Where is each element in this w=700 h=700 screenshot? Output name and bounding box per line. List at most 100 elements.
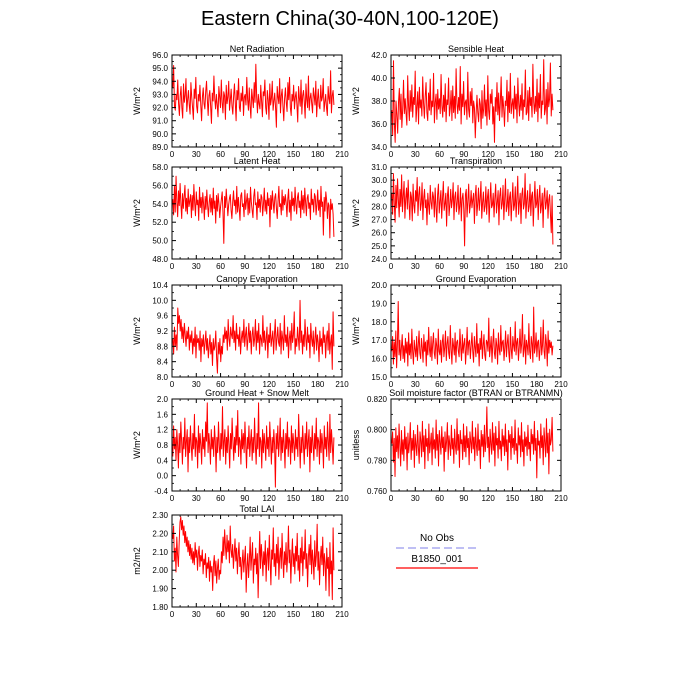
legend-label-no-obs: No Obs	[420, 533, 454, 544]
y-axis-label: W/m^2	[132, 199, 142, 227]
y-tick-label: 52.0	[152, 218, 168, 227]
y-tick-label: 17.0	[371, 336, 387, 345]
y-tick-label: 94.0	[152, 77, 168, 86]
x-tick-label: 0	[170, 262, 175, 271]
y-tick-label: 0.800	[367, 426, 388, 435]
x-tick-label: 210	[554, 380, 568, 389]
page-title: Eastern China(30-40N,100-120E)	[201, 8, 499, 30]
x-tick-label: 0	[389, 494, 394, 503]
y-tick-label: 92.0	[152, 104, 168, 113]
series-line	[391, 59, 554, 143]
x-tick-label: 180	[530, 150, 544, 159]
x-tick-label: 180	[311, 150, 325, 159]
x-tick-label: 150	[506, 380, 520, 389]
panel-4: Canopy Evaporation W/m^2 0 30 60 90 120 150 180 2…	[132, 274, 349, 389]
x-tick-label: 210	[335, 610, 349, 619]
x-tick-label: 150	[506, 150, 520, 159]
x-tick-label: 90	[240, 262, 249, 271]
y-tick-label: 18.0	[371, 318, 387, 327]
panel-6: Ground Heat + Snow Melt W/m^2 0 30 60 90 120 15…	[132, 388, 349, 503]
x-tick-label: 30	[192, 150, 201, 159]
y-axis-label: W/m^2	[351, 199, 361, 227]
y-tick-label: 15.0	[371, 373, 387, 382]
y-tick-label: 2.10	[152, 548, 168, 557]
y-tick-label: 0.8	[157, 441, 169, 450]
x-tick-label: 90	[459, 380, 468, 389]
x-tick-label: 210	[554, 262, 568, 271]
y-tick-label: 20.0	[371, 281, 387, 290]
x-tick-label: 150	[287, 380, 301, 389]
series-line	[172, 63, 335, 128]
x-tick-label: 0	[389, 380, 394, 389]
legend-label-b1850: B1850_001	[411, 554, 463, 565]
x-tick-label: 210	[335, 494, 349, 503]
y-tick-label: 8.0	[157, 373, 169, 382]
plot-frame	[390, 284, 562, 378]
plot-frame	[390, 166, 562, 260]
x-tick-label: 210	[335, 150, 349, 159]
y-tick-label: 19.0	[371, 299, 387, 308]
x-tick-label: 90	[459, 262, 468, 271]
y-tick-label: 25.0	[371, 242, 387, 251]
x-tick-label: 90	[240, 610, 249, 619]
panel-title: Latent Heat	[234, 156, 281, 166]
x-tick-label: 0	[170, 494, 175, 503]
panel-5: Ground Evaporation W/m^2 0 30 60 90 120 150 180 2…	[351, 274, 568, 389]
x-tick-label: 60	[216, 494, 225, 503]
x-tick-label: 150	[506, 494, 520, 503]
x-tick-label: 60	[216, 150, 225, 159]
x-tick-label: 30	[411, 380, 420, 389]
y-tick-label: 95.0	[152, 64, 168, 73]
x-tick-label: 60	[435, 494, 444, 503]
x-tick-label: 120	[262, 610, 276, 619]
x-tick-label: 180	[530, 494, 544, 503]
x-tick-label: 120	[481, 150, 495, 159]
y-tick-label: 30.0	[371, 176, 387, 185]
y-tick-label: 8.8	[157, 342, 169, 351]
y-tick-label: 24.0	[371, 255, 387, 264]
y-tick-label: 0.820	[367, 395, 388, 404]
x-tick-label: 210	[335, 262, 349, 271]
y-tick-label: 2.00	[152, 566, 168, 575]
y-tick-label: 2.20	[152, 529, 168, 538]
y-tick-label: 0.780	[367, 456, 388, 465]
y-tick-label: 16.0	[371, 355, 387, 364]
y-tick-label: 34.0	[371, 143, 387, 152]
x-tick-label: 210	[335, 380, 349, 389]
x-tick-label: 180	[311, 494, 325, 503]
x-tick-label: 60	[216, 262, 225, 271]
x-tick-label: 150	[287, 150, 301, 159]
y-tick-label: 93.0	[152, 90, 168, 99]
x-tick-label: 60	[216, 380, 225, 389]
x-tick-label: 60	[435, 262, 444, 271]
y-tick-label: 26.0	[371, 229, 387, 238]
x-tick-label: 0	[389, 150, 394, 159]
y-axis-label: W/m^2	[351, 87, 361, 115]
y-tick-label: 96.0	[152, 51, 168, 60]
y-axis-label: W/m^2	[132, 87, 142, 115]
x-tick-label: 0	[170, 380, 175, 389]
panel-8: Total LAI m2/m2 0 30 60 90 120 150 180 210 1.80 1.9…	[132, 504, 349, 619]
y-tick-label: 54.0	[152, 200, 168, 209]
panel-2: Latent Heat W/m^2 0 30 60 90 120 150 180 210 48.0 5…	[132, 156, 349, 271]
x-tick-label: 180	[311, 262, 325, 271]
y-tick-label: 50.0	[152, 237, 168, 246]
y-axis-label: m2/m2	[132, 547, 142, 575]
y-tick-label: 1.6	[157, 410, 169, 419]
y-tick-label: 9.2	[157, 327, 169, 336]
x-tick-label: 60	[216, 610, 225, 619]
x-tick-label: 120	[262, 494, 276, 503]
x-tick-label: 210	[554, 150, 568, 159]
x-tick-label: 90	[240, 494, 249, 503]
y-tick-label: 29.0	[371, 189, 387, 198]
y-tick-label: 58.0	[152, 163, 168, 172]
y-tick-label: 1.2	[157, 426, 169, 435]
x-tick-label: 180	[530, 262, 544, 271]
x-tick-label: 90	[459, 494, 468, 503]
y-tick-label: 10.0	[152, 296, 168, 305]
x-tick-label: 60	[435, 150, 444, 159]
y-tick-label: 10.4	[152, 281, 168, 290]
x-tick-label: 0	[389, 262, 394, 271]
y-tick-label: 27.0	[371, 216, 387, 225]
x-tick-label: 120	[481, 494, 495, 503]
